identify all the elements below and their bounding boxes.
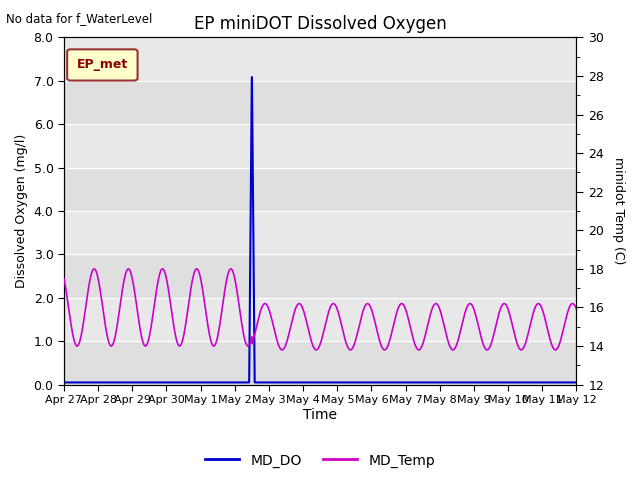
Text: EP_met: EP_met [77, 59, 128, 72]
Legend: MD_DO, MD_Temp: MD_DO, MD_Temp [199, 448, 441, 473]
Bar [64, 254, 577, 298]
Bar [64, 341, 577, 384]
Y-axis label: minidot Temp (C): minidot Temp (C) [612, 157, 625, 264]
Bar [64, 81, 577, 124]
Title: EP miniDOT Dissolved Oxygen: EP miniDOT Dissolved Oxygen [194, 15, 447, 33]
Y-axis label: Dissolved Oxygen (mg/l): Dissolved Oxygen (mg/l) [15, 134, 28, 288]
X-axis label: Time: Time [303, 408, 337, 422]
Bar [64, 168, 577, 211]
Text: No data for f_WaterLevel: No data for f_WaterLevel [6, 12, 153, 25]
